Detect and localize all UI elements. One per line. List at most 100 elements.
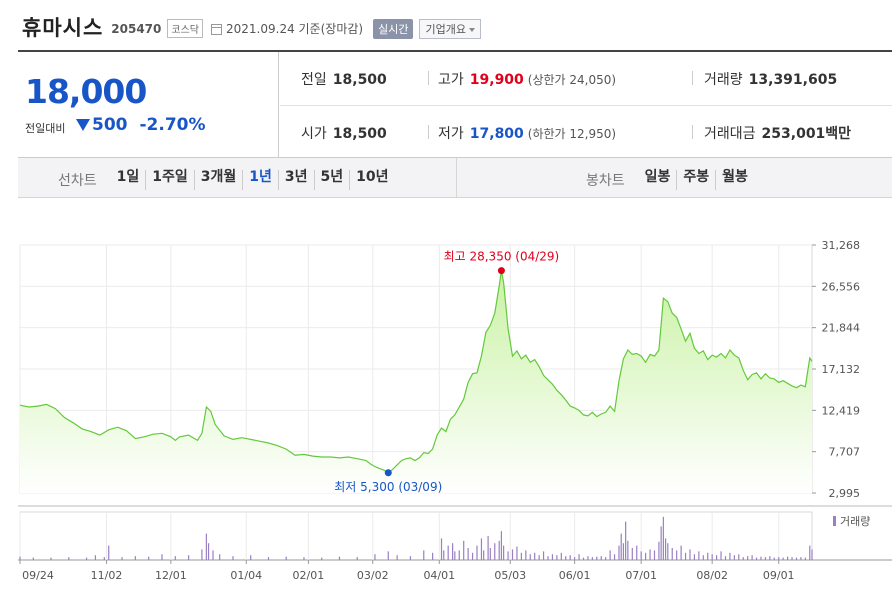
volume-bar [747,556,749,560]
tabs-divider [456,158,457,198]
change-label: 전일대비 [25,122,66,135]
volume-bar [760,556,762,560]
period-tab[interactable]: 1년 [242,170,278,190]
x-tick-label: 01/04 [230,569,262,582]
volume-bar [525,550,527,560]
cell-divider [428,71,429,85]
low-annotation: 최저 5,300 (03/09) [334,480,442,494]
cell-divider [428,125,429,139]
volume-bar [529,554,531,560]
volume-bar [693,554,696,560]
volume-bar [720,551,722,560]
period-tab[interactable]: 3년 [277,170,314,190]
x-tick-label: 07/01 [625,569,657,582]
volume-bar [480,538,483,560]
candle-period-tab[interactable]: 주봉 [676,170,715,190]
date-label: 2021.09.24 기준(장마감) [226,22,364,36]
volume-bar [32,557,34,560]
volume-bar [627,540,629,560]
summary-row-divider [280,105,892,106]
volume-bar [551,554,554,560]
volume-bar [232,556,234,560]
volume-bar [285,556,287,560]
period-tab[interactable]: 1일 [116,169,140,185]
candle-period-tab[interactable]: 일봉 [644,169,671,185]
high-cell: 고가 19,900 (상한가 24,050) [438,69,616,89]
volume-bar [587,556,589,560]
volume-bar [458,550,460,560]
company-overview-button[interactable]: 기업개요 [419,18,481,39]
open-cell: 시가 18,500 [301,123,387,143]
volume-bar [534,552,536,560]
y-tick-label: 2,995 [829,487,861,500]
volume-plot-frame [19,511,813,561]
x-tick-label: 11/02 [91,569,123,582]
price-summary: 18,000 전일대비 500 -2.70% 전일 18,500 고가 19,900… [18,52,892,158]
change-row: 500 -2.70% [76,115,206,135]
volume-bar [121,557,123,560]
volume-bar [733,555,735,560]
volume-bar [174,556,176,560]
volume-bar [724,556,727,560]
volume-cell: 거래량 13,391,605 [704,69,837,89]
x-tick-label: 09/24 [22,569,54,582]
amount-cell: 거래대금 253,001백만 [704,123,851,143]
down-arrow-icon [76,119,90,131]
candle-period-tab[interactable]: 월봉 [715,170,754,190]
stock-name: 휴마시스 [22,16,104,40]
chevron-down-icon [468,27,475,32]
y-tick-label: 31,268 [822,239,861,252]
volume-bar [205,533,207,560]
volume-bar [804,557,806,560]
current-price: 18,000 [25,72,147,111]
line-chart-tabs: 선차트 1일 1주일 3개월 1년 3년 5년 10년 [58,170,395,190]
volume-bar [578,554,580,560]
low-marker [384,469,392,477]
y-tick-label: 12,419 [822,404,861,417]
amount-unit: 백만 [825,126,852,142]
volume-bar [649,549,651,560]
y-tick-label: 21,844 [822,322,861,335]
volume-bar [664,538,667,560]
volume-bar [645,552,647,560]
volume-bar [483,550,485,560]
volume-bar [489,548,491,560]
line-chart-title: 선차트 [58,173,97,189]
volume-bar [631,548,633,560]
price-line [19,270,813,474]
volume-bar [755,557,758,560]
x-tick-label: 08/02 [696,569,728,582]
volume-bar [609,550,611,560]
upper-limit: (상한가 24,050) [527,73,617,87]
volume-bar [556,555,558,560]
period-tab[interactable]: 10년 [349,170,394,190]
volume-bar [356,557,358,560]
period-tab[interactable]: 5년 [313,170,350,190]
x-tick-label: 12/01 [155,569,187,582]
volume-bar [338,556,341,560]
volume-bar [653,550,656,560]
volume-bar [680,545,682,560]
prev-close-value: 18,500 [332,72,387,88]
volume-bar [676,550,678,560]
x-tick-label: 06/01 [559,569,591,582]
volume-bar [778,557,780,560]
realtime-button[interactable]: 실시간 [373,18,414,39]
amount-label: 거래대금 [704,126,756,142]
high-marker [497,267,505,275]
current-price-box: 18,000 전일대비 500 -2.70% [18,52,279,158]
x-tick-label: 04/01 [423,569,455,582]
period-tab[interactable]: 3개월 [193,170,243,190]
volume-bar [605,557,607,560]
volume-bar [161,554,163,560]
volume-bar [134,556,136,560]
open-label: 시가 [301,126,327,142]
volume-bar [447,545,449,560]
volume-bar [423,550,425,560]
volume-bar [667,543,669,560]
volume-bar [219,554,221,560]
period-tab[interactable]: 1주일 [145,170,194,190]
volume-bar [303,557,305,560]
volume-bar [443,550,445,560]
volume-bar [574,557,576,560]
